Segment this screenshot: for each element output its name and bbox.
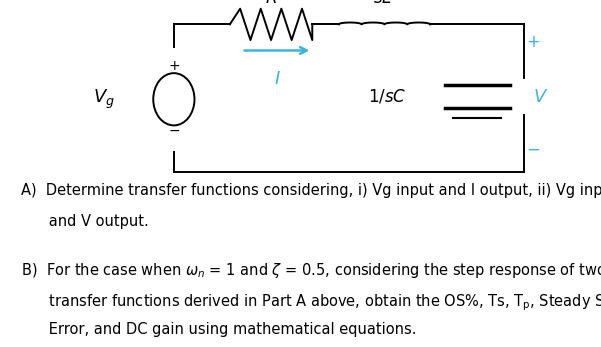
Text: $V_g$: $V_g$	[93, 88, 115, 111]
Text: $1/sC$: $1/sC$	[368, 88, 406, 105]
Text: $I$: $I$	[273, 70, 280, 88]
Text: Error, and DC gain using mathematical equations.: Error, and DC gain using mathematical eq…	[20, 322, 416, 337]
Text: $sL$: $sL$	[373, 0, 392, 7]
Text: transfer functions derived in Part A above, obtain the OS%, Ts, $\mathrm{T_p}$, : transfer functions derived in Part A abo…	[20, 292, 601, 313]
Text: $V$: $V$	[533, 88, 549, 105]
Text: $R$: $R$	[265, 0, 277, 7]
Text: +: +	[168, 59, 180, 73]
Text: B)  For the case when $\omega_n$ = 1 and $\zeta$ = 0.5, considering the step res: B) For the case when $\omega_n$ = 1 and …	[20, 261, 601, 280]
Text: A)  Determine transfer functions considering, i) Vg input and I output, ii) Vg i: A) Determine transfer functions consider…	[20, 183, 601, 198]
Text: and V output.: and V output.	[20, 214, 148, 229]
Text: −: −	[526, 141, 540, 159]
Text: +: +	[526, 33, 540, 51]
Text: −: −	[168, 124, 180, 138]
